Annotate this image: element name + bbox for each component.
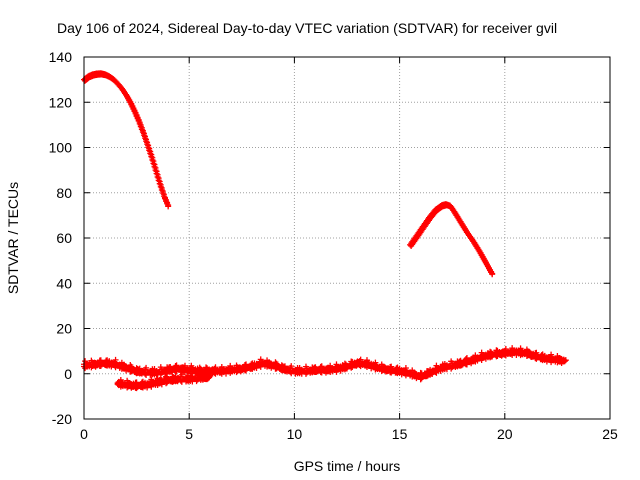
data-point: [148, 376, 155, 383]
data-point: [138, 126, 145, 133]
data-point: [212, 364, 219, 371]
data-point: [143, 364, 150, 371]
data-point: [156, 180, 163, 187]
data-point: [136, 120, 143, 127]
data-point: [133, 379, 140, 386]
data-point: [533, 349, 540, 356]
y-tick-label: -20: [52, 411, 72, 427]
data-point: [97, 357, 104, 364]
data-point: [158, 186, 165, 193]
data-point: [157, 183, 164, 190]
data-point: [433, 369, 440, 376]
data-point: [159, 190, 166, 197]
data-point: [163, 373, 170, 380]
x-tick-label: 5: [185, 426, 193, 442]
y-tick-label: 0: [64, 366, 72, 382]
data-point: [137, 123, 144, 130]
y-tick-label: 120: [49, 94, 73, 110]
data-point: [154, 173, 161, 180]
x-axis-label: GPS time / hours: [294, 458, 401, 474]
data-point: [139, 129, 146, 136]
x-tick-label: 10: [287, 426, 303, 442]
data-point: [135, 118, 142, 125]
y-tick-label: 40: [56, 275, 72, 291]
data-point: [257, 356, 264, 363]
data-point: [145, 144, 152, 151]
data-point: [203, 364, 210, 371]
data-point: [148, 153, 155, 160]
data-point: [178, 371, 185, 378]
data-point: [181, 362, 188, 369]
data-point: [149, 156, 156, 163]
data-point: [548, 351, 555, 358]
data-point: [372, 359, 379, 366]
data-point: [147, 150, 154, 157]
chart-title: Day 106 of 2024, Sidereal Day-to-day VTE…: [57, 20, 557, 36]
data-point: [388, 363, 395, 370]
x-tick-label: 15: [392, 426, 408, 442]
data-point: [561, 358, 568, 365]
data-point: [502, 345, 509, 352]
y-tick-label: 60: [56, 230, 72, 246]
data-point: [562, 357, 569, 364]
data-point: [489, 271, 496, 278]
data-point: [188, 362, 195, 369]
data-point: [82, 358, 89, 365]
data-point: [333, 361, 340, 368]
data-points: [81, 70, 569, 392]
data-point: [207, 373, 214, 380]
grid: [84, 57, 610, 419]
data-point: [433, 362, 440, 369]
data-point: [402, 365, 409, 372]
data-point: [243, 361, 250, 368]
data-point: [117, 376, 124, 383]
data-point: [143, 138, 150, 145]
data-point: [144, 141, 151, 148]
data-point: [146, 147, 153, 154]
axis-ticks: 0 5 10 15 20 25 -20 0 20 40 60 80 100 120 140: [49, 49, 618, 442]
data-point: [150, 160, 157, 167]
data-point: [288, 363, 295, 370]
data-point: [155, 177, 162, 184]
data-point: [86, 361, 93, 368]
x-tick-label: 20: [497, 426, 513, 442]
data-point: [357, 356, 364, 363]
data-point: [142, 135, 149, 142]
y-axis-label: SDTVAR / TECUs: [5, 182, 21, 294]
x-tick-label: 0: [80, 426, 88, 442]
y-tick-label: 100: [49, 140, 73, 156]
y-tick-label: 140: [49, 49, 73, 65]
data-point: [153, 170, 160, 177]
y-tick-label: 80: [56, 185, 72, 201]
x-tick-label: 25: [602, 426, 618, 442]
data-point: [151, 163, 158, 170]
data-point: [152, 167, 159, 174]
y-tick-label: 20: [56, 321, 72, 337]
data-point: [112, 356, 119, 363]
data-point: [165, 203, 172, 210]
data-point: [140, 132, 147, 139]
